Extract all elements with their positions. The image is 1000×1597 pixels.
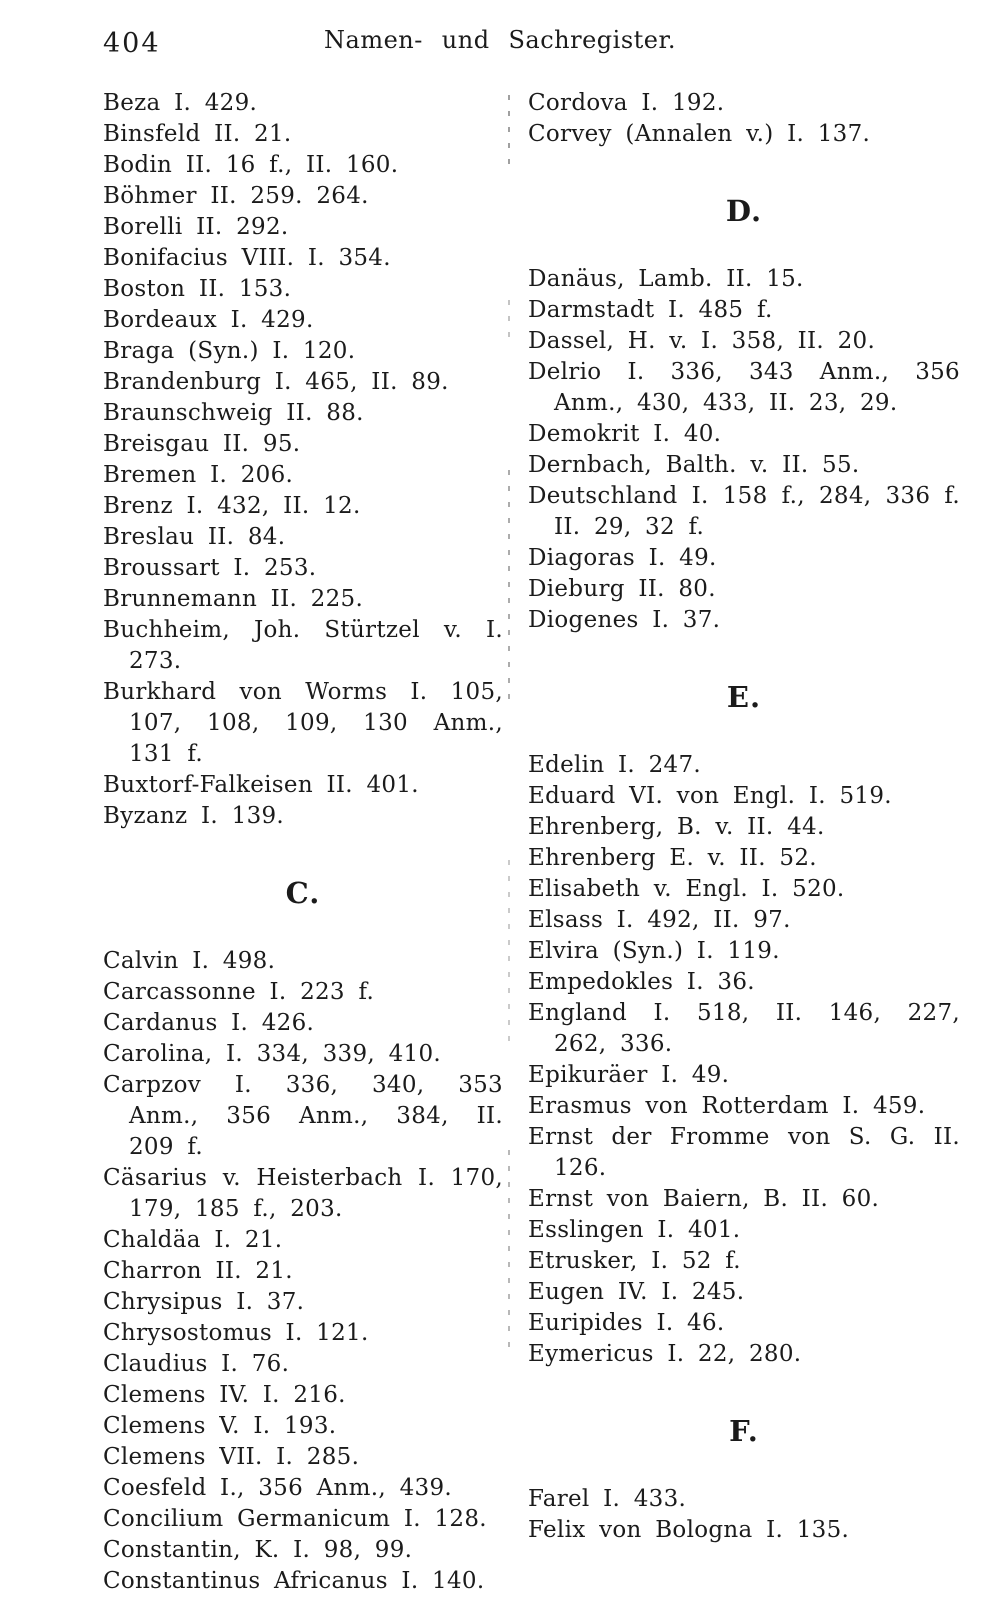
- index-entry: Broussart I. 253.: [103, 555, 317, 581]
- index-entry: Chrysostomus I. 121.: [103, 1320, 369, 1346]
- index-column-right: Cordova I. 192. Corvey (Annalen v.) I. 13…: [528, 88, 960, 1546]
- index-entry: Erasmus von Rotterdam I. 459.: [528, 1093, 926, 1119]
- index-entry: Esslingen I. 401.: [528, 1217, 741, 1243]
- index-entry: Deutschland I. 158 f., 284, 336 f. II. 2…: [528, 483, 960, 540]
- section-heading-c: C.: [285, 876, 321, 910]
- index-entry: Danäus, Lamb. II. 15.: [528, 266, 804, 292]
- running-head: Namen- und Sachregister.: [324, 26, 676, 54]
- index-entry: Darmstadt I. 485 f.: [528, 297, 773, 323]
- index-entry: Clemens IV. I. 216.: [103, 1382, 346, 1408]
- index-entry: Coesfeld I., 356 Anm., 439.: [103, 1475, 452, 1501]
- index-entry: Constantin, K. I. 98, 99.: [103, 1537, 413, 1563]
- page-number: 404: [103, 28, 161, 59]
- column-divider: [508, 95, 510, 170]
- index-entry: Carolina, I. 334, 339, 410.: [103, 1041, 441, 1067]
- index-entry: Epikuräer I. 49.: [528, 1062, 730, 1088]
- index-column-left: Beza I. 429. Binsfeld II. 21. Bodin II. 16…: [103, 88, 503, 1597]
- index-entry: Chrysipus I. 37.: [103, 1289, 305, 1315]
- index-entry: Brunnemann II. 225.: [103, 586, 364, 612]
- index-entry: Borelli II. 292.: [103, 214, 289, 240]
- index-entry: Buchheim, Joh. Stürtzel v. I. 273.: [103, 617, 503, 674]
- index-entry: Ernst von Baiern, B. II. 60.: [528, 1186, 880, 1212]
- index-entry: Euripides I. 46.: [528, 1310, 725, 1336]
- index-entry: Burkhard von Worms I. 105, 107, 108, 109…: [103, 679, 503, 767]
- index-entry: Charron II. 21.: [103, 1258, 293, 1284]
- column-divider: [508, 860, 510, 1050]
- index-entry: Brenz I. 432, II. 12.: [103, 493, 361, 519]
- index-entry: Dernbach, Balth. v. II. 55.: [528, 452, 860, 478]
- index-entry: Cardanus I. 426.: [103, 1010, 315, 1036]
- index-entry: Eduard VI. von Engl. I. 519.: [528, 783, 892, 809]
- index-entry: Brandenburg I. 465, II. 89.: [103, 369, 449, 395]
- index-entry: Diagoras I. 49.: [528, 545, 717, 571]
- index-entry: Boston II. 153.: [103, 276, 292, 302]
- index-entry: Etrusker, I. 52 f.: [528, 1248, 741, 1274]
- section-heading-f: F.: [729, 1414, 759, 1448]
- index-entry: Claudius I. 76.: [103, 1351, 290, 1377]
- column-divider: [508, 300, 510, 345]
- index-entry: Delrio I. 336, 343 Anm., 356 Anm., 430, …: [528, 359, 960, 416]
- column-divider: [508, 1150, 510, 1350]
- index-entry: Bordeaux I. 429.: [103, 307, 314, 333]
- index-entry: Clemens V. I. 193.: [103, 1413, 337, 1439]
- index-entry: Empedokles I. 36.: [528, 969, 755, 995]
- index-entry: Eymericus I. 22, 280.: [528, 1341, 802, 1367]
- index-entry: Clemens VII. I. 285.: [103, 1444, 360, 1470]
- index-entry: Breisgau II. 95.: [103, 431, 301, 457]
- index-entry: Dieburg II. 80.: [528, 576, 716, 602]
- index-entry: Chaldäa I. 21.: [103, 1227, 283, 1253]
- index-entry: Diogenes I. 37.: [528, 607, 721, 633]
- index-entry: Farel I. 433.: [528, 1486, 687, 1512]
- index-entry: Cordova I. 192.: [528, 90, 725, 116]
- index-entry: Elvira (Syn.) I. 119.: [528, 938, 780, 964]
- index-entry: Ernst der Fromme von S. G. II. 126.: [528, 1124, 960, 1181]
- index-entry: Felix von Bologna I. 135.: [528, 1517, 850, 1543]
- column-divider: [508, 470, 510, 700]
- index-entry: Carcassonne I. 223 f.: [103, 979, 375, 1005]
- index-entry: Constantinus Africanus I. 140.: [103, 1568, 485, 1594]
- index-entry: Bonifacius VIII. I. 354.: [103, 245, 391, 271]
- index-entry: Calvin I. 498.: [103, 948, 276, 974]
- index-entry: Bodin II. 16 f., II. 160.: [103, 152, 399, 178]
- index-entry: Elsass I. 492, II. 97.: [528, 907, 791, 933]
- index-entry: Carpzov I. 336, 340, 353 Anm., 356 Anm.,…: [103, 1072, 503, 1160]
- index-entry: Edelin I. 247.: [528, 752, 702, 778]
- index-entry: Dassel, H. v. I. 358, II. 20.: [528, 328, 876, 354]
- index-entry: Elisabeth v. Engl. I. 520.: [528, 876, 845, 902]
- index-entry: Buxtorf-Falkeisen II. 401.: [103, 772, 419, 798]
- index-entry: Demokrit I. 40.: [528, 421, 722, 447]
- index-entry: Böhmer II. 259. 264.: [103, 183, 369, 209]
- scanned-book-page: { "page": { "number": "404", "running_he…: [103, 26, 960, 1594]
- section-heading-d: D.: [725, 194, 763, 228]
- index-entry: Concilium Germanicum I. 128.: [103, 1506, 487, 1532]
- index-entry: Binsfeld II. 21.: [103, 121, 292, 147]
- index-entry: Ehrenberg, B. v. II. 44.: [528, 814, 825, 840]
- index-entry: Cäsarius v. Heisterbach I. 170, 179, 185…: [103, 1165, 503, 1222]
- index-entry: Braga (Syn.) I. 120.: [103, 338, 356, 364]
- index-entry: England I. 518, II. 146, 227, 262, 336.: [528, 1000, 960, 1057]
- index-entry: Ehrenberg E. v. II. 52.: [528, 845, 817, 871]
- index-entry: Eugen IV. I. 245.: [528, 1279, 745, 1305]
- index-entry: Breslau II. 84.: [103, 524, 286, 550]
- index-entry: Corvey (Annalen v.) I. 137.: [528, 121, 871, 147]
- index-entry: Bremen I. 206.: [103, 462, 294, 488]
- index-entry: Byzanz I. 139.: [103, 803, 285, 829]
- index-entry: Beza I. 429.: [103, 90, 258, 116]
- section-heading-e: E.: [726, 680, 762, 714]
- index-entry: Braunschweig II. 88.: [103, 400, 364, 426]
